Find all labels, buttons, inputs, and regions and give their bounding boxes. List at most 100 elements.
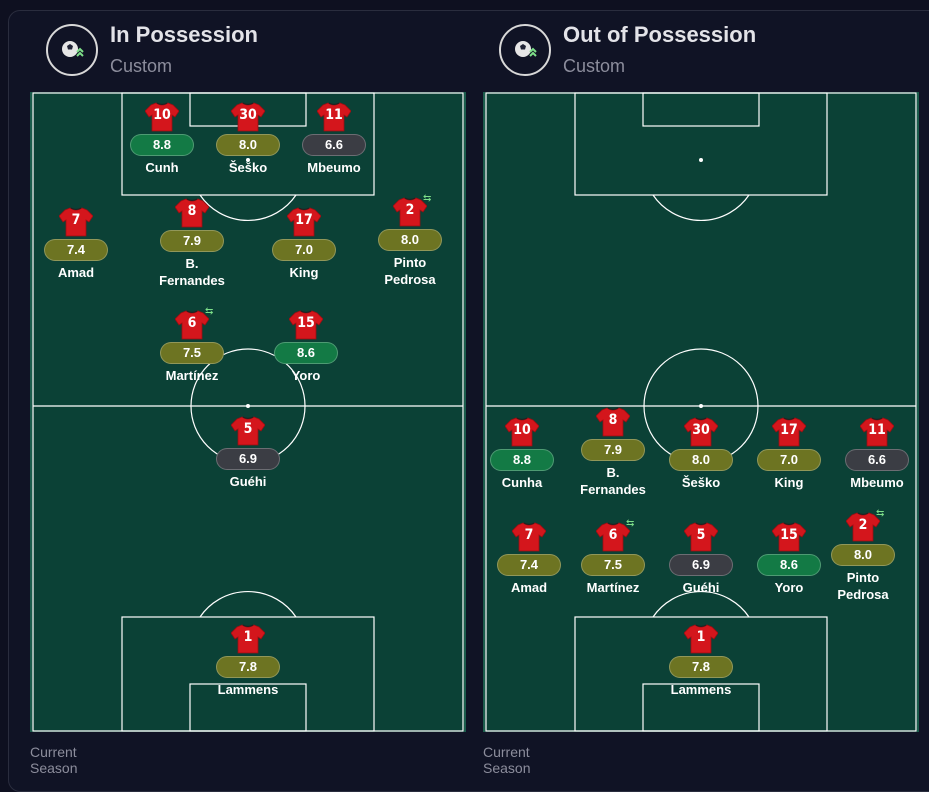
panel-header: Out of Possession Custom [483,0,923,100]
player-card[interactable]: 6 ⇆ 7.5 Martínez [147,306,237,384]
player-card[interactable]: 11 6.6 Mbeumo [289,102,379,176]
shirt-number: 6 [608,527,618,543]
player-card[interactable]: 11 6.6 Mbeumo [832,417,917,491]
player-name: B. Fernandes [159,256,225,288]
jersey-icon: 8 [175,198,209,228]
player-card[interactable]: 2 ⇆ 8.0 Pinto Pedrosa [365,193,455,288]
panel-subtitle: Custom [110,56,173,76]
player-card[interactable]: 8 7.9 B. Fernandes [147,198,237,289]
jersey-icon: 30 [684,417,718,447]
jersey-icon: 6 ⇆ [175,306,213,340]
substitution-arrows-icon: ⇆ [423,193,432,204]
rating-badge: 8.6 [757,554,821,576]
player-name: Cunh [145,160,179,175]
player-card[interactable]: 1 7.8 Lammens [203,624,293,698]
footer-label: Current Season [30,744,78,776]
shirt-number: 17 [780,422,798,438]
jersey-icon: 8 [596,407,630,437]
jersey-icon: 17 [772,417,806,447]
player-card[interactable]: 7 7.4 Amad [485,522,574,596]
jersey-icon: 7 [512,522,546,552]
rating-badge: 8.0 [378,229,442,251]
jersey-icon: 6 ⇆ [596,518,634,552]
footer-label: Current Season [483,744,531,776]
player-card[interactable]: 6 ⇆ 7.5 Martínez [568,518,658,596]
player-card[interactable]: 5 6.9 Guéhi [203,416,293,490]
jersey-icon: 15 [289,310,323,340]
shirt-number: 30 [692,422,710,438]
player-card[interactable]: 30 8.0 Šeško [656,417,746,491]
panel-header: In Possession Custom [30,0,470,100]
player-name: Guéhi [682,580,720,595]
jersey-icon: 17 [287,207,321,237]
player-card[interactable]: 1 7.8 Lammens [656,624,746,698]
rating-badge: 8.0 [831,544,895,566]
jersey-icon: 5 [231,416,265,446]
player-name: B. Fernandes [580,465,646,497]
jersey-icon: 11 [317,102,351,132]
shirt-number: 15 [780,527,798,543]
player-card[interactable]: 7 7.4 Amad [32,207,121,281]
player-name: Mbeumo [307,160,361,175]
jersey-icon: 7 [59,207,93,237]
player-name: Pinto Pedrosa [384,255,436,287]
player-name: Guéhi [229,474,267,489]
shirt-number: 5 [696,527,706,543]
player-card[interactable]: 15 8.6 Yoro [261,310,351,384]
player-card[interactable]: 15 8.6 Yoro [744,522,834,596]
rating-badge: 7.8 [669,656,733,678]
player-card[interactable]: 10 8.8 Cunh [117,102,207,176]
rating-badge: 7.0 [272,239,336,261]
panel-title: In Possession [110,22,258,47]
jersey-icon: 15 [772,522,806,552]
panel-subtitle: Custom [563,56,626,76]
shirt-number: 11 [325,107,343,123]
shirt-number: 10 [153,107,171,123]
jersey-icon: 1 [684,624,718,654]
jersey-icon: 30 [231,102,265,132]
ball-with-arrows-icon [499,24,551,76]
substitution-arrows-icon: ⇆ [876,508,885,519]
player-name: King [289,265,319,280]
substitution-arrows-icon: ⇆ [205,306,214,317]
rating-badge: 8.6 [274,342,338,364]
rating-badge: 8.8 [130,134,194,156]
jersey-icon: 1 [231,624,265,654]
player-card[interactable]: 5 6.9 Guéhi [656,522,746,596]
player-name: Martínez [586,580,640,595]
jersey-icon: 5 [684,522,718,552]
rating-badge: 7.9 [160,230,224,252]
shirt-number: 7 [71,212,81,228]
shirt-number: 8 [187,203,197,219]
rating-badge: 8.8 [490,449,554,471]
player-card[interactable]: 30 8.0 Šeško [203,102,293,176]
shirt-number: 11 [868,422,886,438]
player-name: Šeško [681,475,721,490]
shirt-number: 17 [295,212,313,228]
rating-badge: 6.9 [216,448,280,470]
player-card[interactable]: 8 7.9 B. Fernandes [568,407,658,498]
player-name: Amad [510,580,548,595]
shirt-number: 30 [239,107,257,123]
player-card[interactable]: 17 7.0 King [744,417,834,491]
player-name: Lammens [217,682,279,697]
player-card[interactable]: 17 7.0 King [259,207,349,281]
shirt-number: 10 [513,422,531,438]
player-name: Yoro [291,368,321,383]
rating-badge: 6.9 [669,554,733,576]
rating-badge: 8.0 [669,449,733,471]
player-name: Cunha [501,475,543,490]
shirt-number: 5 [243,421,253,437]
substitution-arrows-icon: ⇆ [626,518,635,529]
player-card[interactable]: 2 ⇆ 8.0 Pinto Pedrosa [818,508,908,603]
ball-with-arrows-icon [46,24,98,76]
pitch: 10 8.8 Cunh 30 8.0 Šeško 11 6.6 Mbeumo 7 7.4 Amad 8 7… [30,92,466,732]
player-name: Šeško [228,160,268,175]
rating-badge: 7.0 [757,449,821,471]
player-name: Yoro [774,580,804,595]
player-name: King [774,475,804,490]
player-name: Lammens [670,682,732,697]
shirt-number: 8 [608,412,618,428]
player-card[interactable]: 10 8.8 Cunha [485,417,567,491]
player-name: Amad [57,265,95,280]
